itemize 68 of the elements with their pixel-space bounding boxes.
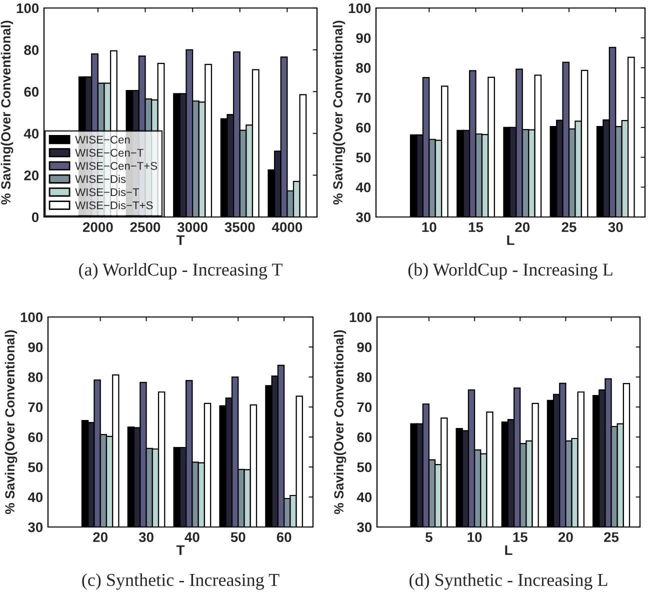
y-tick-label: 90 [28, 342, 43, 352]
y-tick-label: 30 [357, 522, 372, 532]
x-axis-title: L [505, 545, 512, 555]
x-tick-label: 50 [230, 532, 246, 542]
y-tick-label: 100 [348, 3, 371, 14]
y-tick-label: 30 [356, 212, 371, 222]
x-tick-label: 3500 [224, 222, 255, 232]
y-axis-title: % Saving(Over Conventional) [332, 20, 346, 205]
x-axis-title: T [176, 545, 185, 555]
y-tick-label: 40 [356, 182, 371, 192]
x-tick-label: 30 [138, 532, 154, 542]
y-tick-label: 80 [357, 372, 372, 382]
y-tick-label: 90 [356, 33, 371, 44]
x-tick-label: 25 [562, 222, 576, 232]
text: (c) Synthetic - Increasing T [82, 573, 280, 590]
x-tick-label: 25 [604, 532, 619, 542]
x-tick-label: 5 [426, 532, 432, 542]
x-tick-label: 40 [184, 532, 200, 542]
y-tick-label: 80 [24, 45, 39, 55]
x-tick-label: 15 [468, 222, 484, 232]
y-tick-label: 50 [28, 462, 43, 472]
legend-label: WISE−Dis−T [75, 188, 140, 196]
y-tick-label: 60 [28, 432, 43, 442]
x-tick-label: 20 [515, 222, 530, 232]
x-tick-label: 3000 [177, 222, 208, 232]
y-tick-label: 100 [20, 312, 43, 322]
text: (a) WorldCup - Increasing T [79, 263, 282, 280]
y-tick-label: 40 [356, 492, 372, 502]
legend-label: WISE−Dis−T+S [75, 201, 153, 210]
y-tick-label: 70 [357, 402, 372, 412]
y-axis-title: % Saving(Over Conventional) [334, 330, 346, 514]
x-tick-label: 4000 [272, 222, 302, 232]
y-tick-label: 90 [357, 342, 372, 352]
x-tick-label: 2500 [130, 222, 160, 232]
x-tick-label: 60 [276, 532, 292, 542]
legend-label: WISE−Dis [75, 174, 126, 183]
y-tick-label: 0 [32, 212, 39, 222]
y-tick-label: 100 [16, 3, 39, 14]
y-tick-label: 40 [28, 492, 43, 502]
x-tick-label: 2000 [82, 222, 113, 232]
x-tick-label: 20 [558, 532, 573, 542]
legend-label: WISE−Cen−T [75, 148, 144, 157]
y-tick-label: 30 [28, 522, 43, 532]
y-tick-label: 20 [24, 170, 39, 180]
y-axis-title: % Saving(Over Conventional) [4, 330, 18, 514]
y-tick-label: 50 [356, 152, 371, 162]
x-axis-title: T [176, 235, 185, 245]
y-tick-label: 60 [24, 86, 39, 97]
text: (b) WorldCup - Increasing L [408, 263, 612, 280]
x-tick-label: 15 [513, 532, 528, 542]
y-tick-label: 80 [356, 63, 371, 73]
x-axis-title: L [507, 235, 514, 245]
legend-label: WISE−Cen−T+S [75, 162, 158, 170]
y-tick-label: 100 [350, 312, 372, 322]
y-tick-label: 50 [357, 462, 372, 472]
y-tick-label: 40 [24, 128, 39, 139]
y-axis-title: % Saving(Over Conventional) [0, 20, 14, 205]
x-tick-label: 20 [93, 532, 108, 542]
y-tick-label: 70 [28, 402, 43, 412]
y-tick-label: 70 [356, 92, 371, 103]
y-tick-label: 60 [356, 122, 371, 133]
x-tick-label: 30 [608, 222, 623, 232]
x-tick-label: 10 [422, 222, 436, 232]
y-tick-label: 60 [357, 432, 372, 442]
text: (d) Synthetic - Increasing L [410, 573, 608, 590]
legend-label: WISE−Cen [75, 136, 130, 144]
x-tick-label: 10 [468, 532, 482, 542]
y-tick-label: 80 [28, 372, 43, 382]
